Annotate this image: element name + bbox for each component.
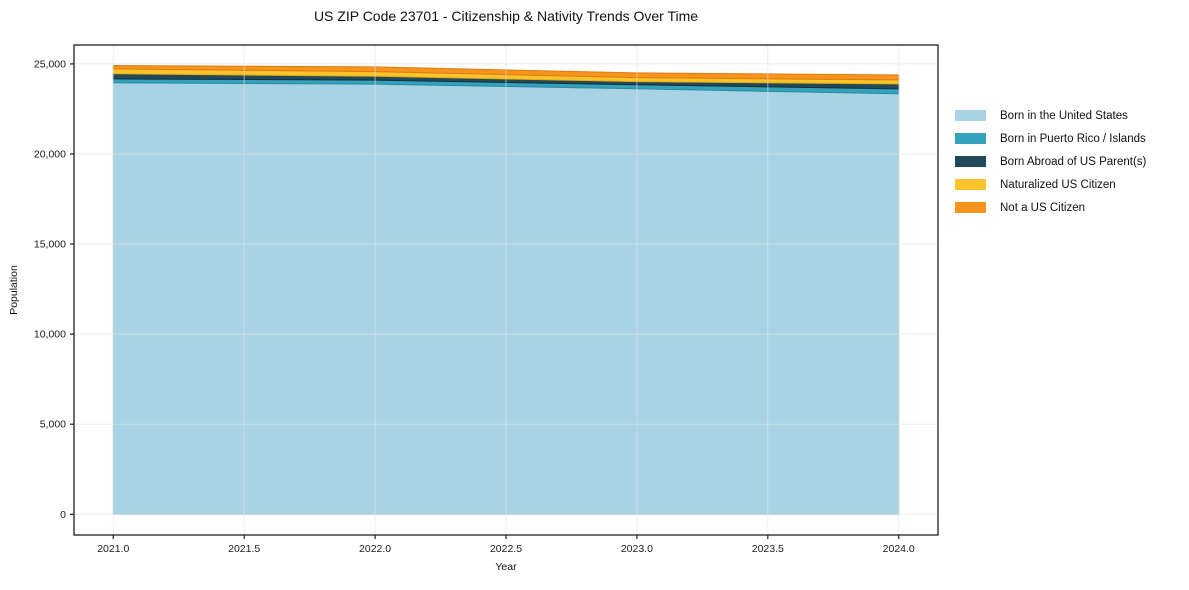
legend-label: Born in Puerto Rico / Islands xyxy=(1000,132,1146,145)
y-tick-label: 5,000 xyxy=(40,419,66,431)
legend-item: Born in Puerto Rico / Islands xyxy=(955,127,1146,150)
legend-item: Naturalized US Citizen xyxy=(955,173,1146,196)
y-tick-label: 15,000 xyxy=(34,239,66,251)
legend-swatch xyxy=(955,110,986,121)
legend-swatch xyxy=(955,156,986,167)
y-tick-label: 0 xyxy=(60,509,66,521)
x-tick-label: 2022.0 xyxy=(359,543,391,555)
x-tick-label: 2021.0 xyxy=(97,543,129,555)
legend-label: Born Abroad of US Parent(s) xyxy=(1000,155,1147,168)
x-tick-label: 2024.0 xyxy=(883,543,915,555)
x-tick-label: 2022.5 xyxy=(490,543,522,555)
y-tick-label: 10,000 xyxy=(34,329,66,341)
legend-swatch xyxy=(955,179,986,190)
legend: Born in the United States Born in Puerto … xyxy=(955,104,1146,219)
x-tick-label: 2021.5 xyxy=(228,543,260,555)
legend-label: Born in the United States xyxy=(1000,109,1128,122)
x-tick-label: 2023.5 xyxy=(752,543,784,555)
legend-item: Not a US Citizen xyxy=(955,196,1146,219)
legend-label: Naturalized US Citizen xyxy=(1000,178,1116,191)
x-axis-label: Year xyxy=(495,561,517,573)
y-tick-label: 20,000 xyxy=(34,148,66,160)
legend-item: Born in the United States xyxy=(955,104,1146,127)
legend-swatch xyxy=(955,133,986,144)
x-tick-label: 2023.0 xyxy=(621,543,653,555)
chart-title: US ZIP Code 23701 - Citizenship & Nativi… xyxy=(313,8,699,24)
legend-item: Born Abroad of US Parent(s) xyxy=(955,150,1146,173)
legend-swatch xyxy=(955,202,986,213)
legend-label: Not a US Citizen xyxy=(1000,201,1086,214)
y-axis-label: Population xyxy=(8,265,20,315)
y-tick-label: 25,000 xyxy=(34,58,66,70)
